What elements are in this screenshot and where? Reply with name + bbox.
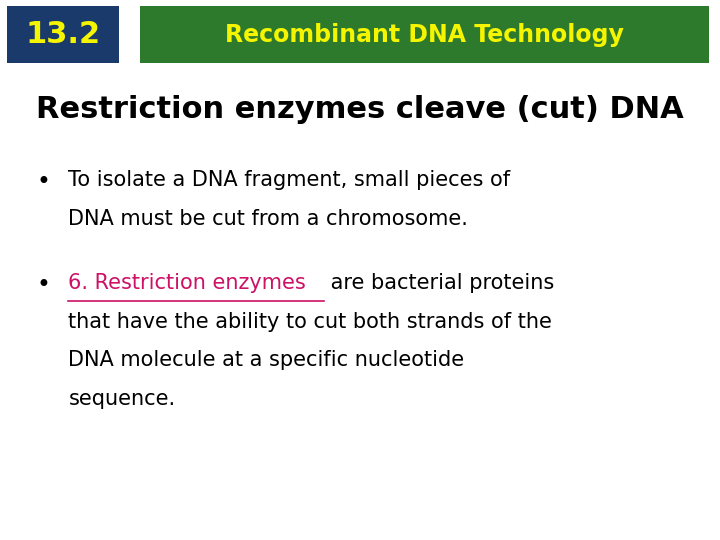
Text: 13.2: 13.2 — [26, 20, 101, 49]
Text: Restriction enzymes cleave (cut) DNA: Restriction enzymes cleave (cut) DNA — [36, 94, 684, 124]
Text: sequence.: sequence. — [68, 389, 176, 409]
FancyBboxPatch shape — [140, 6, 709, 63]
Text: DNA must be cut from a chromosome.: DNA must be cut from a chromosome. — [68, 209, 468, 229]
Text: 6. Restriction enzymes: 6. Restriction enzymes — [68, 273, 306, 293]
Text: Recombinant DNA Technology: Recombinant DNA Technology — [225, 23, 624, 46]
Text: are bacterial proteins: are bacterial proteins — [324, 273, 554, 293]
Text: DNA molecule at a specific nucleotide: DNA molecule at a specific nucleotide — [68, 350, 464, 370]
Text: •: • — [36, 170, 50, 194]
Text: that have the ability to cut both strands of the: that have the ability to cut both strand… — [68, 312, 552, 332]
Text: To isolate a DNA fragment, small pieces of: To isolate a DNA fragment, small pieces … — [68, 170, 510, 190]
FancyBboxPatch shape — [7, 6, 119, 63]
Text: •: • — [36, 273, 50, 296]
